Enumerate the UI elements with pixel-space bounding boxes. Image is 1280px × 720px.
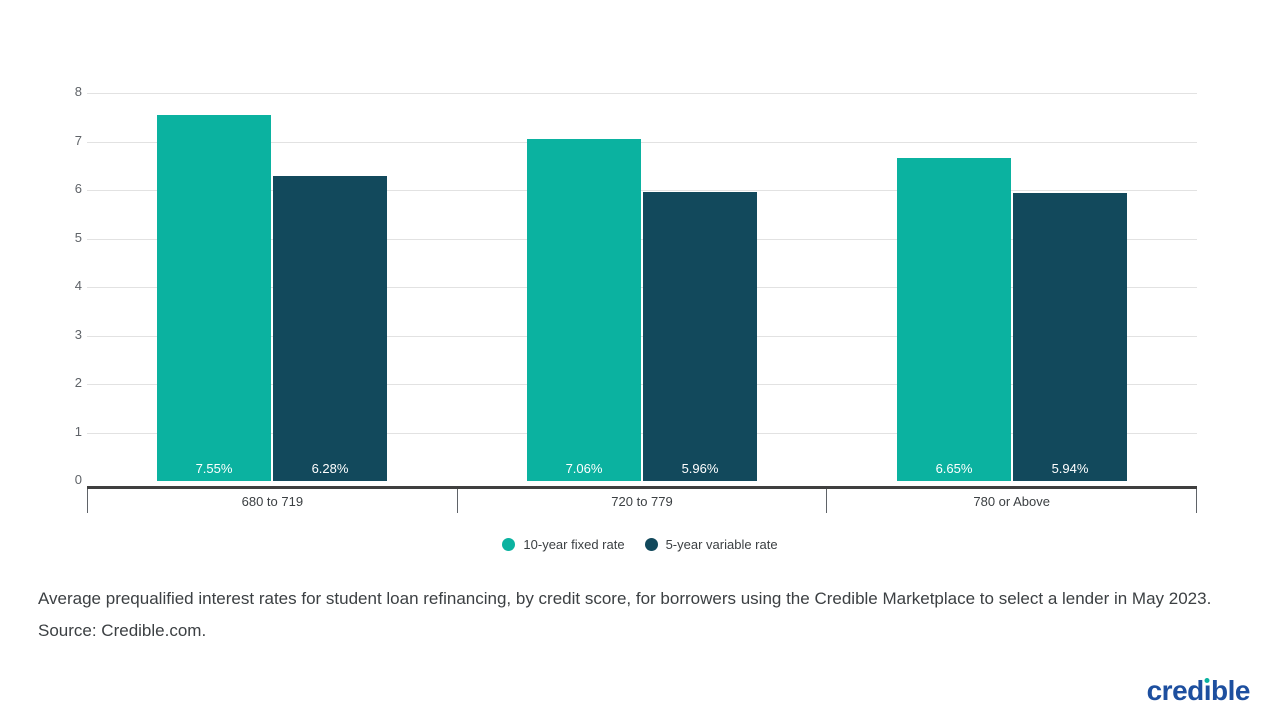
bar-value-label: 7.06% xyxy=(565,461,603,476)
bar-5-year-variable-rate: 6.28% xyxy=(273,176,387,481)
y-axis-tick-label: 2 xyxy=(74,375,82,390)
legend-swatch-circle xyxy=(644,538,658,551)
y-axis-tick-label: 1 xyxy=(74,423,82,439)
category-label: 780 or Above xyxy=(826,489,1196,513)
legend-swatch-circle xyxy=(502,538,516,551)
gridline xyxy=(87,287,1197,288)
legend-item: 5-year variable rate xyxy=(644,537,778,552)
bar-value-label: 7.55% xyxy=(195,461,233,476)
category-label: 720 to 779 xyxy=(456,489,827,513)
logo-i-with-dot: ı xyxy=(1203,675,1212,706)
y-axis-tick-label: 4 xyxy=(74,278,82,293)
gridline xyxy=(87,335,1197,337)
legend-label: 10-year fixed rate xyxy=(523,537,625,552)
bar-10-year-fixed-rate: 7.06% xyxy=(527,139,641,481)
gridline xyxy=(87,93,1197,94)
category-axis: 680 to 719 720 to 779 780 or Above xyxy=(87,489,1197,513)
bar-5-year-variable-rate: 5.96% xyxy=(643,192,757,481)
y-axis-tick-label: 6 xyxy=(74,181,82,196)
gridline xyxy=(87,190,1197,191)
legend: 10-year fixed rate 5-year variable rate xyxy=(0,537,1280,552)
gridline xyxy=(87,238,1197,240)
bar-5-year-variable-rate: 5.94% xyxy=(1013,193,1127,481)
gridline xyxy=(87,384,1197,385)
bar-value-label: 6.65% xyxy=(935,461,973,476)
x-axis-line xyxy=(87,486,1197,489)
bar-value-label: 5.96% xyxy=(681,461,719,476)
plot-area: 0 1 2 3 4 5 6 7 8 7.55% 7.06% 6.65% 6.28% 5.96% 5.94% xyxy=(75,84,1197,487)
legend-label: 5-year variable rate xyxy=(665,537,778,552)
bar-10-year-fixed-rate: 6.65% xyxy=(897,158,1011,481)
y-axis-tick-label: 5 xyxy=(74,229,82,245)
y-axis-tick-label: 7 xyxy=(74,132,82,148)
logo-letters: ble xyxy=(1211,675,1250,706)
bar-10-year-fixed-rate: 7.55% xyxy=(157,115,271,481)
category-label: 680 to 719 xyxy=(87,489,457,513)
gridline xyxy=(87,432,1197,434)
y-axis-tick-label: 3 xyxy=(74,326,82,342)
bar-value-label: 5.94% xyxy=(1051,461,1089,476)
bar-value-label: 6.28% xyxy=(311,461,349,476)
credible-logo: credıble xyxy=(1146,675,1251,707)
legend-item: 10-year fixed rate xyxy=(502,537,625,552)
y-axis-tick-label: 0 xyxy=(74,472,82,487)
logo-letters: cred xyxy=(1146,675,1205,706)
gridline xyxy=(87,141,1197,143)
y-axis-tick-label: 8 xyxy=(74,84,82,99)
chart-caption: Average prequalified interest rates for … xyxy=(38,589,1212,640)
